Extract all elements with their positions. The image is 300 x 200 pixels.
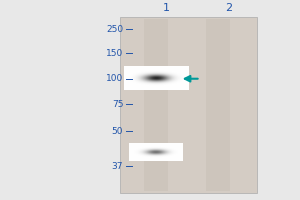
Bar xyxy=(120,17,257,193)
Text: 75: 75 xyxy=(112,100,123,109)
Text: 2: 2 xyxy=(225,3,232,13)
Bar xyxy=(144,19,168,191)
Text: 37: 37 xyxy=(112,162,123,171)
Bar xyxy=(206,19,230,191)
Text: 50: 50 xyxy=(112,127,123,136)
Text: 150: 150 xyxy=(106,49,123,58)
Text: 100: 100 xyxy=(106,74,123,83)
Text: 1: 1 xyxy=(163,3,170,13)
Text: 250: 250 xyxy=(106,25,123,34)
